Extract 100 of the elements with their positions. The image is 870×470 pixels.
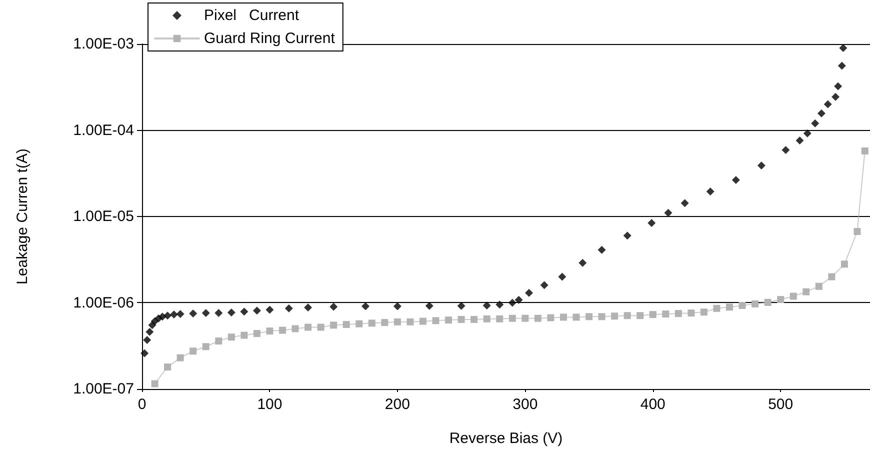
point bbox=[840, 260, 848, 268]
point bbox=[578, 258, 587, 267]
point bbox=[445, 316, 452, 324]
point bbox=[470, 316, 478, 323]
point bbox=[598, 246, 606, 254]
x-tick-label: 200 bbox=[384, 396, 410, 413]
point bbox=[214, 309, 223, 318]
point bbox=[586, 313, 593, 320]
point bbox=[752, 300, 759, 308]
point bbox=[292, 325, 299, 332]
x-tick-label: 100 bbox=[257, 396, 282, 413]
point bbox=[146, 328, 154, 336]
point bbox=[151, 380, 158, 388]
point bbox=[764, 298, 772, 306]
point bbox=[522, 314, 529, 322]
point bbox=[508, 298, 516, 307]
point bbox=[356, 320, 363, 328]
point bbox=[483, 315, 490, 322]
point bbox=[394, 318, 401, 326]
legend-label: Pixel Current bbox=[204, 7, 300, 24]
y-tick-label: 1.00E-05 bbox=[73, 208, 134, 225]
point bbox=[700, 308, 708, 316]
y-tick-label: 1.00E-03 bbox=[73, 36, 134, 52]
point bbox=[215, 338, 222, 345]
point bbox=[514, 296, 523, 304]
point bbox=[706, 187, 714, 196]
point bbox=[496, 300, 504, 309]
point bbox=[524, 288, 533, 297]
point bbox=[558, 272, 566, 281]
point bbox=[330, 302, 338, 311]
y-tick-label: 1.00E-06 bbox=[73, 294, 134, 312]
point bbox=[458, 316, 465, 323]
point bbox=[782, 146, 790, 154]
point bbox=[674, 310, 682, 318]
point bbox=[482, 301, 491, 310]
point bbox=[726, 304, 734, 311]
point bbox=[547, 314, 554, 322]
y-axis-title: Leakage Curren t(A) bbox=[14, 148, 31, 284]
point bbox=[170, 310, 178, 319]
point bbox=[802, 288, 810, 296]
point bbox=[362, 302, 370, 310]
point bbox=[406, 318, 414, 326]
point bbox=[304, 324, 312, 331]
point bbox=[508, 314, 516, 322]
point bbox=[202, 343, 210, 350]
point bbox=[266, 328, 274, 335]
point bbox=[240, 308, 248, 316]
point bbox=[419, 318, 426, 325]
point bbox=[176, 310, 184, 318]
point bbox=[164, 312, 172, 320]
y-tick-label: 1.00E-07 bbox=[73, 380, 134, 398]
point bbox=[317, 324, 324, 331]
point bbox=[738, 302, 746, 309]
point bbox=[457, 302, 466, 310]
point bbox=[623, 232, 632, 240]
point bbox=[228, 334, 235, 341]
point bbox=[664, 208, 672, 217]
point bbox=[688, 310, 695, 317]
point bbox=[540, 281, 548, 290]
point bbox=[611, 312, 618, 320]
y-tick-label: 1.00E-04 bbox=[73, 122, 134, 139]
point bbox=[432, 317, 440, 324]
point bbox=[266, 306, 274, 314]
point bbox=[342, 320, 350, 328]
point bbox=[680, 199, 689, 208]
point bbox=[176, 354, 184, 362]
point bbox=[861, 147, 868, 154]
point bbox=[143, 336, 152, 344]
x-axis-title: Reverse Bias (V) bbox=[449, 430, 563, 447]
point bbox=[534, 314, 542, 322]
x-tick-label: 500 bbox=[768, 396, 794, 413]
x-tick-label: 400 bbox=[640, 396, 666, 413]
point bbox=[330, 322, 338, 329]
point bbox=[560, 314, 567, 321]
point bbox=[732, 176, 740, 184]
point bbox=[713, 304, 720, 312]
point bbox=[572, 314, 580, 321]
point bbox=[790, 292, 797, 300]
point bbox=[803, 129, 812, 138]
point bbox=[636, 312, 644, 320]
point bbox=[838, 62, 846, 70]
point bbox=[393, 302, 402, 310]
point bbox=[164, 363, 172, 370]
point bbox=[598, 313, 606, 320]
point bbox=[425, 302, 434, 310]
point bbox=[828, 273, 836, 280]
point bbox=[304, 304, 312, 312]
point bbox=[496, 315, 504, 322]
point bbox=[817, 109, 826, 118]
point bbox=[662, 310, 670, 318]
x-tick-label: 0 bbox=[138, 396, 146, 413]
point bbox=[796, 136, 804, 145]
point bbox=[368, 320, 376, 327]
point bbox=[227, 308, 236, 317]
point bbox=[815, 282, 822, 290]
point bbox=[824, 100, 832, 108]
point bbox=[140, 349, 149, 358]
point bbox=[189, 310, 198, 318]
point bbox=[381, 319, 388, 326]
point bbox=[190, 348, 197, 355]
